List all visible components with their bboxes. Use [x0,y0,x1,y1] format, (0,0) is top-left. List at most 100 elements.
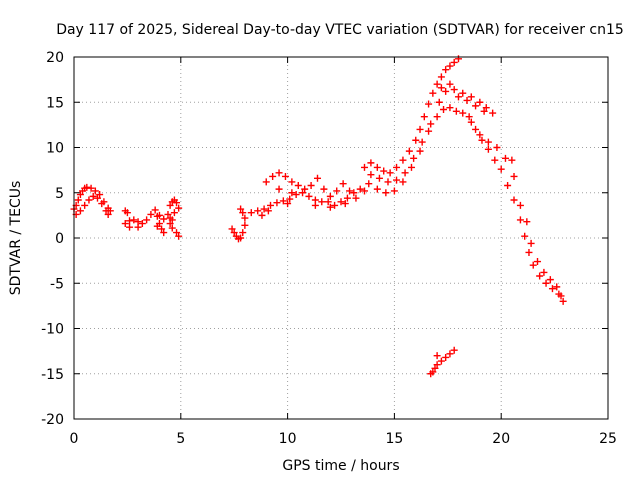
data-point [450,346,458,354]
data-point [288,189,296,197]
data-point [516,216,524,224]
data-point [516,201,524,209]
data-point [299,189,307,197]
data-point [138,220,146,228]
data-point [504,182,512,190]
y-tick-label: -15 [41,367,64,383]
data-point [367,171,375,179]
x-tick-label: 25 [599,431,617,447]
data-point [452,107,460,115]
data-point [341,200,349,208]
data-point [393,176,401,184]
data-point [529,261,537,269]
data-point [367,159,375,167]
data-point [472,102,480,110]
data-point [143,216,151,224]
data-point [412,136,420,144]
data-point [264,207,272,215]
data-point [440,105,448,113]
data-point [548,285,556,293]
data-point [534,258,542,266]
data-point [83,183,91,191]
data-point [175,204,183,212]
data-point [164,210,172,218]
data-point [239,229,247,237]
data-point [166,201,174,209]
data-point [540,268,548,276]
data-point [326,203,334,211]
data-point [350,189,358,197]
y-tick-label: 0 [55,231,64,247]
data-point [294,182,302,190]
data-point [410,154,418,162]
data-point [382,189,390,197]
data-point [239,209,247,217]
data-point [356,185,364,193]
series-arc-1 [70,183,114,218]
data-point [134,223,142,231]
data-point [484,145,492,153]
data-point [525,248,533,256]
data-point [420,113,428,121]
data-point [104,210,112,218]
data-point [437,357,445,365]
data-point [501,154,509,162]
data-point [536,272,544,280]
data-point [476,98,484,106]
data-point [442,353,450,361]
data-point [416,147,424,155]
data-point [467,93,475,101]
data-point [429,368,437,376]
data-point [373,185,381,193]
data-point [241,214,249,222]
data-point [333,187,341,195]
series-arc-6 [360,55,567,305]
data-point [76,207,84,215]
data-point [85,196,93,204]
data-point [431,364,439,372]
data-point [546,276,554,284]
x-tick-label: 15 [385,431,403,447]
data-point [375,174,383,182]
data-point [168,224,176,232]
data-point [527,239,535,247]
data-point [433,80,441,88]
data-point [269,172,277,180]
data-point [74,196,82,204]
data-point [160,215,168,223]
data-point [446,62,454,70]
series-arc-4 [228,205,249,243]
y-tick-label: 5 [55,186,64,202]
data-point [442,87,450,95]
data-point [267,201,275,209]
data-point [87,184,95,192]
data-point [454,93,462,101]
data-point [523,218,531,226]
data-point [93,194,101,202]
data-point [465,113,473,121]
data-point [314,174,322,182]
data-point [123,209,131,217]
data-point [130,216,138,224]
x-tick-label: 5 [176,431,185,447]
data-point [241,221,249,229]
series-arc-7 [427,346,458,378]
data-point [102,207,110,215]
x-tick-label: 10 [279,431,297,447]
data-point [446,350,454,358]
data-point [346,187,354,195]
data-point [331,201,339,209]
data-point [360,163,368,171]
data-point [254,207,262,215]
data-point [405,147,413,155]
data-point [305,192,313,200]
data-point [320,185,328,193]
data-point [425,127,433,135]
data-point [433,361,441,369]
data-point [510,196,518,204]
data-point [284,200,292,208]
data-point [155,211,163,219]
data-point [273,199,281,207]
data-point [275,185,283,193]
